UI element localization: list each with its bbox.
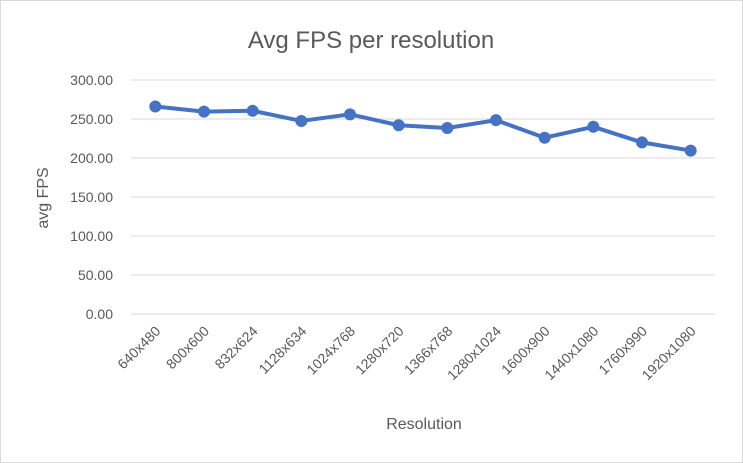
data-point bbox=[441, 121, 454, 134]
data-point bbox=[344, 108, 356, 121]
x-tick-label: 1128x634 bbox=[255, 323, 309, 377]
data-point bbox=[684, 144, 697, 157]
y-tick-label: 50.00 bbox=[78, 267, 113, 283]
data-point bbox=[392, 119, 405, 132]
data-point bbox=[490, 114, 502, 127]
y-tick-label: 100.00 bbox=[70, 228, 113, 244]
data-point bbox=[149, 100, 162, 113]
y-tick-label: 150.00 bbox=[70, 189, 113, 205]
data-point bbox=[636, 136, 648, 149]
data-point bbox=[246, 104, 259, 117]
series-line bbox=[153, 104, 693, 153]
y-tick-label: 200.00 bbox=[70, 150, 113, 166]
data-point bbox=[538, 131, 551, 144]
x-tick-label: 1280x720 bbox=[352, 323, 407, 378]
y-tick-label: 300.00 bbox=[70, 72, 113, 88]
x-tick-label: 800x600 bbox=[163, 323, 212, 372]
series-layer bbox=[149, 100, 697, 157]
y-tick-label: 0.00 bbox=[86, 306, 113, 322]
y-axis-ticks: 0.00 50.00 100.00 150.00 200.00 250.00 300.00 bbox=[70, 72, 113, 322]
chart-title: Avg FPS per resolution bbox=[248, 27, 494, 54]
x-tick-label: 640x480 bbox=[114, 323, 163, 372]
x-axis-title: Resolution bbox=[386, 416, 462, 433]
gridlines bbox=[131, 79, 715, 315]
data-point bbox=[587, 120, 600, 133]
y-tick-label: 250.00 bbox=[70, 111, 113, 127]
data-point bbox=[198, 105, 210, 118]
x-tick-label: 832x624 bbox=[211, 323, 260, 372]
y-axis-title: avg FPS bbox=[35, 167, 52, 228]
data-point bbox=[295, 114, 308, 127]
x-axis-ticks: 640x480 800x600 832x6241128x6341024x768128… bbox=[114, 323, 699, 383]
x-tick-label: 1024x768 bbox=[303, 323, 358, 378]
